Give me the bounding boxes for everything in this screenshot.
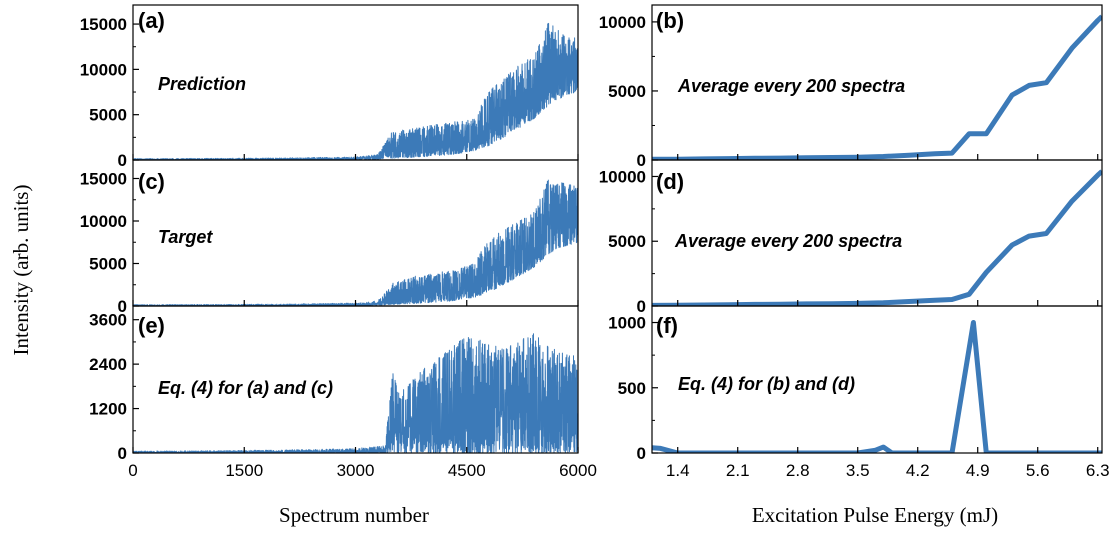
annotation-f: Eq. (4) for (b) and (d) — [678, 374, 855, 394]
y-tick-label-e-1: 1200 — [89, 400, 127, 419]
x-tick-label-f-1: 2.1 — [726, 461, 750, 480]
y-tick-label-a-2: 10000 — [80, 60, 127, 79]
x-tick-label-e-1: 1500 — [225, 461, 263, 480]
series-line-f — [652, 320, 1102, 453]
y-tick-label-e-0: 0 — [118, 444, 127, 463]
panel-label-d: (d) — [656, 169, 684, 194]
panel-label-e: (e) — [138, 313, 165, 338]
y-tick-label-f-1: 500 — [618, 379, 646, 398]
y-tick-label-c-1: 5000 — [89, 255, 127, 274]
y-tick-label-a-3: 15000 — [80, 15, 127, 34]
y-tick-label-f-0: 0 — [637, 444, 646, 463]
x-axis-title-left: Spectrum number — [279, 503, 429, 527]
x-tick-label-e-4: 6000 — [559, 461, 597, 480]
panel-label-c: (c) — [138, 169, 165, 194]
panel-b: 0 5000 10000 (b) Average every 200 spectra — [599, 4, 1103, 170]
panel-e: 0 1200 2400 3600 0 1500 3000 4500 6000 (e) Eq. (4)… — [89, 305, 597, 480]
x-tick-label-e-3: 4500 — [448, 461, 486, 480]
y-tick-label-a-1: 5000 — [89, 106, 127, 125]
frame-f — [651, 305, 1103, 454]
x-tick-label-f-3: 3.5 — [846, 461, 870, 480]
panel-a: 0 5000 10000 15000 (a) Prediction — [80, 4, 579, 170]
x-tick-label-f-7: 6.3 — [1086, 461, 1110, 480]
panel-d: 0 5000 10000 (d) Average every 200 spectra — [599, 159, 1103, 316]
x-tick-label-e-2: 3000 — [337, 461, 375, 480]
annotation-a: Prediction — [158, 74, 246, 94]
panel-c: 0 5000 10000 15000 (c) Target — [80, 159, 579, 316]
x-tick-label-e-0: 0 — [128, 461, 137, 480]
annotation-c: Target — [158, 227, 213, 247]
panel-label-f: (f) — [656, 313, 678, 338]
y-tick-label-d-1: 5000 — [608, 232, 646, 251]
y-tick-label-d-2: 10000 — [599, 167, 646, 186]
y-tick-label-f-2: 1000 — [608, 314, 646, 333]
annotation-d: Average every 200 spectra — [674, 231, 902, 251]
y-tick-label-d-0: 0 — [637, 297, 646, 316]
panel-label-b: (b) — [656, 8, 684, 33]
series-line-e — [133, 333, 578, 453]
y-tick-label-c-2: 10000 — [80, 212, 127, 231]
x-tick-label-f-4: 4.2 — [906, 461, 930, 480]
y-tick-label-b-1: 5000 — [608, 82, 646, 101]
y-tick-label-e-2: 2400 — [89, 355, 127, 374]
x-tick-label-f-5: 4.9 — [966, 461, 990, 480]
x-tick-label-f-2: 2.8 — [786, 461, 810, 480]
x-tick-label-f-0: 1.4 — [666, 461, 690, 480]
x-tick-label-f-6: 5.6 — [1026, 461, 1050, 480]
y-tick-label-c-3: 15000 — [80, 170, 127, 189]
y-axis-title: Intensity (arb. units) — [9, 185, 33, 356]
annotation-b: Average every 200 spectra — [677, 76, 905, 96]
y-tick-label-e-3: 3600 — [89, 311, 127, 330]
y-tick-label-b-2: 10000 — [599, 13, 646, 32]
panel-f: 0 500 1000 1.4 2.1 2.8 3.5 4.2 4.9 5.6 6.3 (f) Eq. (… — [608, 305, 1110, 480]
y-tick-label-a-0: 0 — [118, 151, 127, 170]
y-tick-label-c-0: 0 — [118, 297, 127, 316]
panel-label-a: (a) — [138, 8, 165, 33]
x-axis-title-right: Excitation Pulse Energy (mJ) — [752, 503, 998, 527]
annotation-e: Eq. (4) for (a) and (c) — [158, 378, 333, 398]
y-tick-label-b-0: 0 — [637, 151, 646, 170]
